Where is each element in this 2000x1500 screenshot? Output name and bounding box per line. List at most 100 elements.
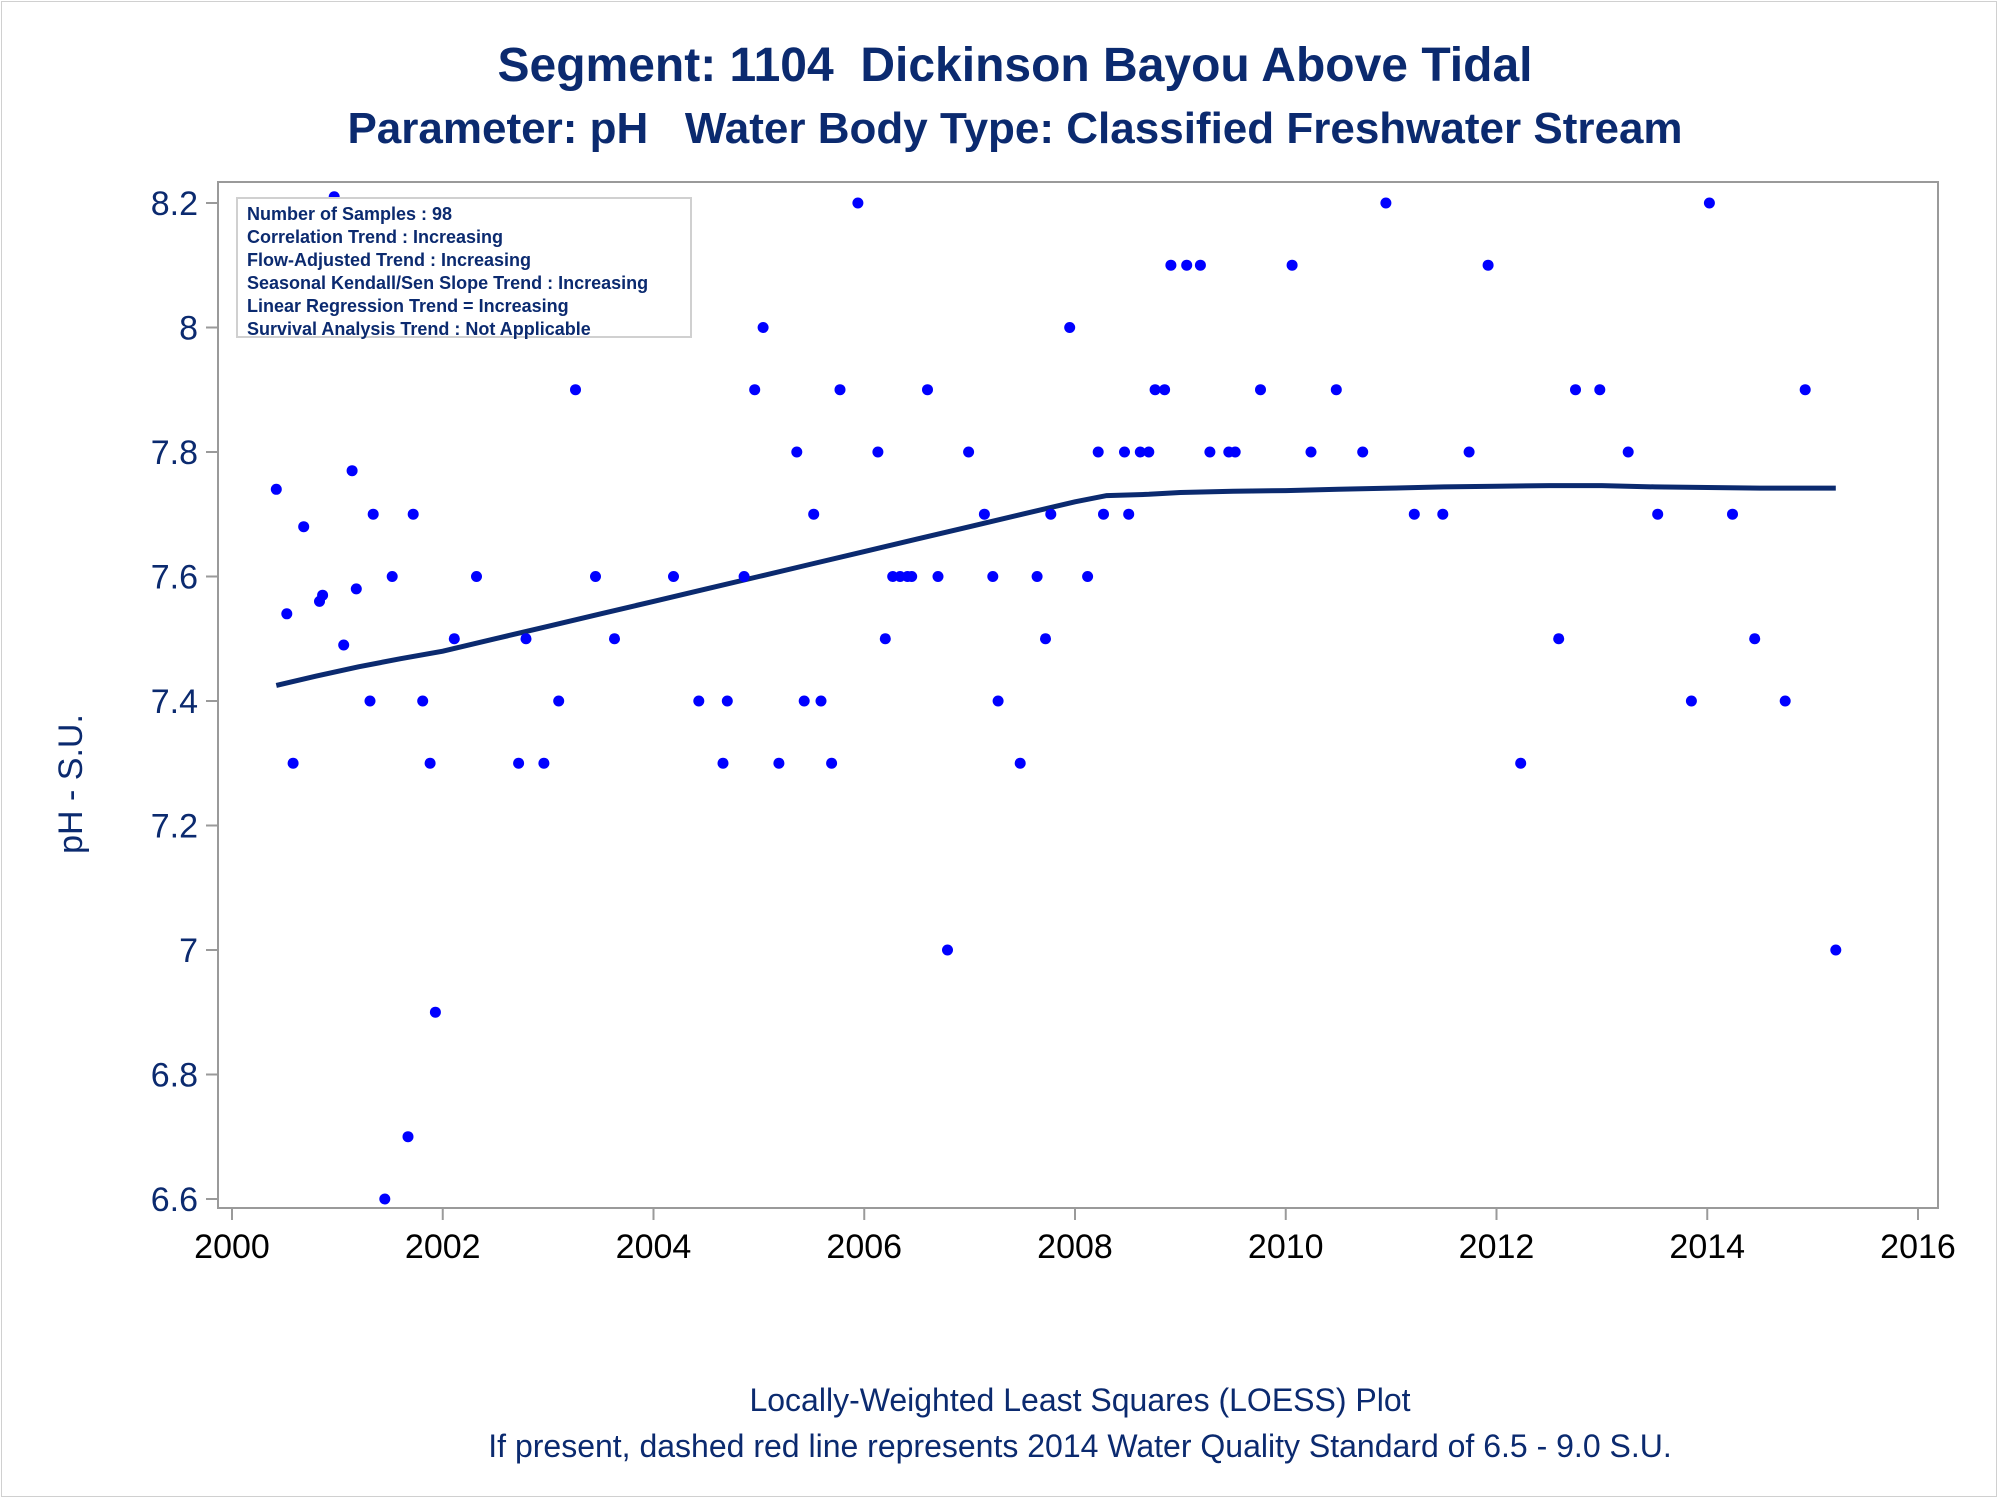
data-point [738, 571, 750, 582]
data-point [1031, 571, 1043, 582]
inset-linear-regression: Linear Regression Trend = Increasing [247, 296, 569, 316]
data-point [1040, 633, 1051, 645]
data-point [1255, 384, 1266, 396]
footer-line-1: Locally-Weighted Least Squares (LOESS) P… [749, 1382, 1411, 1418]
data-point [1149, 384, 1161, 396]
data-point [402, 1131, 414, 1143]
data-point [1098, 508, 1109, 520]
inset-correlation: Correlation Trend : Increasing [247, 227, 504, 247]
data-point [1092, 446, 1104, 458]
data-point [987, 571, 999, 582]
data-point [471, 571, 482, 582]
data-point [1123, 508, 1135, 520]
x-tick-label: 2008 [1037, 1228, 1113, 1266]
footer-line-2: If present, dashed red line represents 2… [488, 1428, 1672, 1464]
data-point [1134, 446, 1146, 458]
data-point [693, 695, 705, 707]
y-axis-label: pH - S.U. [52, 714, 90, 854]
data-point [1703, 197, 1715, 209]
data-point [978, 508, 990, 520]
data-point [364, 695, 376, 707]
chart-subtitle: Parameter: pH Water Body Type: Classifie… [347, 104, 1683, 153]
data-point [932, 571, 944, 582]
data-point [834, 384, 846, 396]
data-point [590, 571, 601, 582]
loess-line [275, 483, 1836, 688]
x-tick-label: 2014 [1669, 1228, 1745, 1266]
x-tick-label: 2010 [1248, 1228, 1324, 1266]
data-point [346, 465, 358, 477]
inset-survival: Survival Analysis Trend : Not Applicable [247, 319, 591, 339]
data-point [1594, 384, 1606, 396]
data-point [872, 446, 884, 458]
data-point [553, 695, 565, 707]
data-point [609, 633, 620, 645]
data-point [749, 384, 761, 396]
data-point [1553, 633, 1565, 645]
inset-samples: Number of Samples : 98 [247, 204, 453, 224]
x-tick-label: 2000 [194, 1228, 270, 1266]
data-point [1622, 446, 1634, 458]
data-point [879, 633, 891, 645]
data-point [668, 571, 679, 582]
data-point [1165, 259, 1177, 271]
data-point [1830, 944, 1842, 956]
chart-title: Segment: 1104 Dickinson Bayou Above Tida… [497, 39, 1533, 92]
y-tick-label: 7.4 [151, 683, 198, 721]
data-point [757, 322, 769, 333]
trend-summary-box: Number of Samples : 98 Correlation Trend… [236, 197, 692, 339]
y-tick-label: 6.6 [151, 1181, 198, 1219]
data-point [1286, 259, 1298, 271]
data-point [424, 757, 436, 769]
data-point [1437, 508, 1449, 520]
x-tick-label: 2004 [616, 1228, 692, 1266]
y-tick-label: 7.6 [151, 559, 198, 597]
data-point [386, 571, 398, 582]
data-point [407, 508, 419, 520]
data-point [852, 197, 864, 209]
data-point [448, 633, 460, 645]
y-tick-label: 7 [179, 932, 198, 970]
data-point [270, 483, 282, 495]
data-point [287, 757, 299, 769]
data-point [826, 757, 838, 769]
data-point [1330, 384, 1342, 396]
inset-flow-adjusted: Flow-Adjusted Trend : Increasing [247, 250, 532, 270]
x-tick-label: 2002 [405, 1228, 481, 1266]
data-point [1685, 695, 1697, 707]
data-point [798, 695, 810, 707]
data-point [1064, 322, 1076, 333]
data-point [1045, 508, 1057, 520]
data-point [520, 633, 532, 645]
data-point [1082, 571, 1094, 582]
data-point [963, 446, 975, 458]
y-tick-label: 8.2 [151, 185, 198, 223]
data-point [429, 1006, 441, 1018]
y-tick-label: 7.2 [151, 808, 198, 846]
data-point [992, 695, 1004, 707]
data-point [1652, 508, 1664, 520]
data-point [791, 446, 803, 458]
data-point [338, 639, 350, 651]
data-point [538, 757, 550, 769]
data-point [1799, 384, 1811, 396]
y-tick-label: 6.8 [151, 1057, 198, 1095]
data-point [350, 583, 362, 595]
data-point [1204, 446, 1216, 458]
data-point [1159, 384, 1171, 396]
data-point [1305, 446, 1317, 458]
data-point [1229, 446, 1241, 458]
data-point [1143, 446, 1155, 458]
data-point [1727, 508, 1738, 520]
x-axis: 2000 2002 2004 2006 2008 2010 2012 2014 2016 [194, 1208, 1956, 1266]
data-point [298, 521, 310, 533]
data-point [808, 508, 820, 520]
data-point [281, 608, 293, 620]
data-point [1357, 446, 1369, 458]
plot-frame [217, 181, 1939, 1209]
data-point [906, 571, 918, 582]
x-tick-label: 2016 [1880, 1228, 1956, 1266]
data-point [417, 695, 429, 707]
